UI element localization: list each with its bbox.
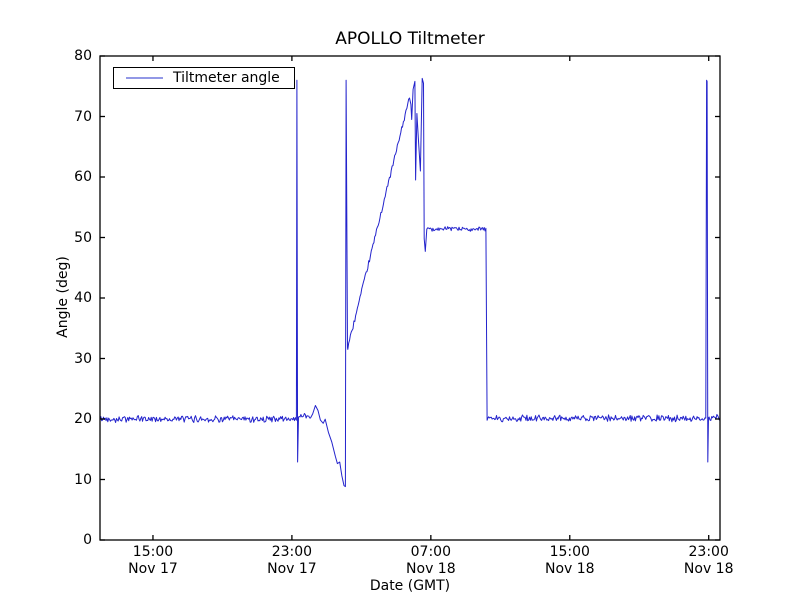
x-tick-label: 07:00 Nov 18 [386,544,476,578]
y-tick-label: 20 [74,411,92,427]
y-tick-label: 0 [83,532,92,548]
x-tick-time: 07:00 [410,544,451,560]
x-tick-label: 23:00 Nov 17 [247,544,337,578]
y-tick-label: 30 [74,350,92,367]
y-tick-label: 60 [74,169,92,185]
y-tick-label: 50 [74,229,92,246]
x-tick-label: 15:00 Nov 18 [525,544,615,578]
legend-label: Tiltmeter angle [173,70,280,86]
x-tick-date: Nov 17 [128,561,178,577]
x-tick-time: 15:00 [132,544,174,560]
legend: Tiltmeter angle [113,67,295,89]
x-tick-time: 23:00 [271,544,313,560]
legend-line-sample [126,77,163,79]
y-tick-label: 10 [74,471,92,488]
y-tick-label: 80 [74,48,92,64]
y-tick-label: 40 [74,290,92,306]
x-tick-time: 15:00 [549,544,590,560]
x-tick-label: 15:00 Nov 17 [108,544,198,578]
x-tick-label: 23:00 Nov 18 [664,544,754,578]
x-tick-date: Nov 18 [406,561,456,577]
x-tick-date: Nov 17 [267,561,317,577]
axes-frame [99,55,721,541]
x-tick-date: Nov 18 [544,561,595,577]
tiltmeter-angle-line [99,77,720,488]
x-tick-time: 23:00 [688,544,729,560]
chart-title: APOLLO Tiltmeter [335,29,485,49]
y-tick-label: 70 [74,108,92,125]
x-axis-label: Date (GMT) [369,578,451,594]
x-tick-date: Nov 18 [683,561,734,577]
